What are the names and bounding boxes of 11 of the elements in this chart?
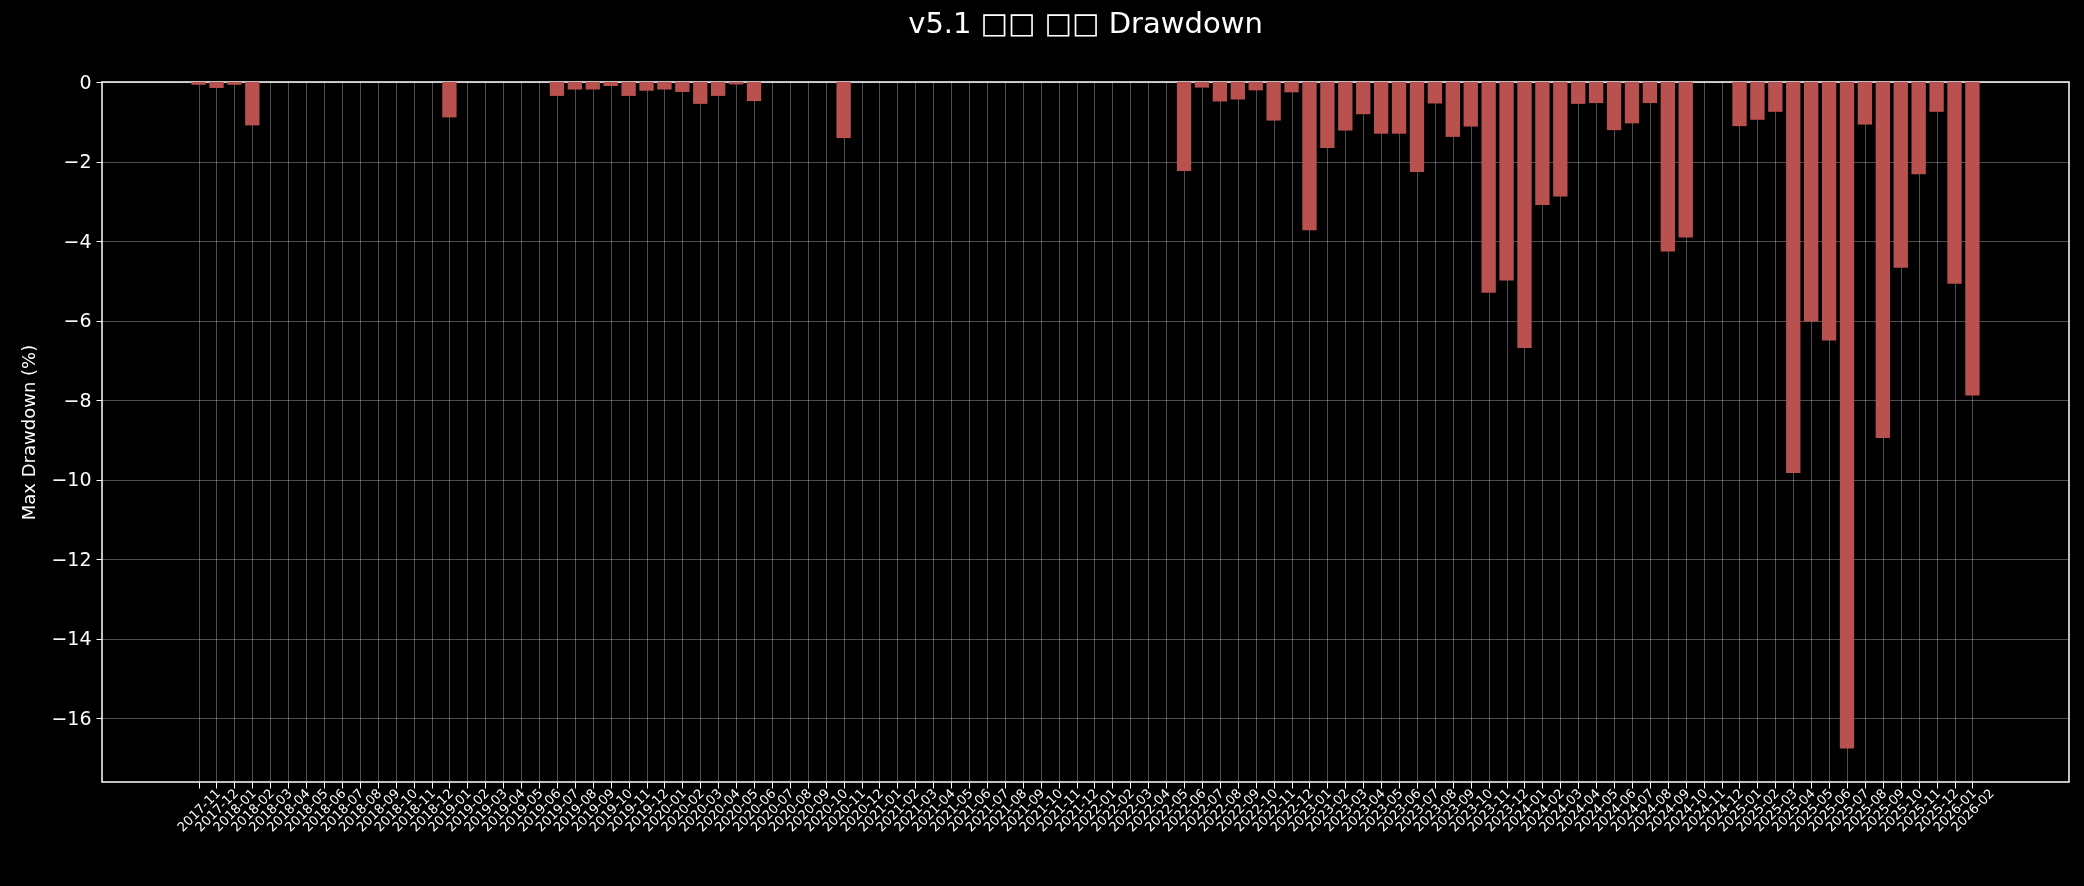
- y-tick-label: 0: [79, 70, 92, 93]
- y-tick-label: −4: [63, 229, 92, 252]
- y-tick-label: −16: [51, 706, 92, 729]
- chart-title: v5.1 □□ □□ Drawdown: [908, 6, 1263, 40]
- y-tick-label: −8: [63, 388, 92, 411]
- y-axis-title: Max Drawdown (%): [18, 344, 40, 521]
- y-tick-label: −10: [51, 468, 92, 491]
- y-tick-label: −6: [63, 309, 92, 332]
- y-tick-label: −12: [51, 547, 92, 570]
- y-tick-label: −14: [51, 627, 92, 650]
- y-tick-label: −2: [63, 150, 92, 173]
